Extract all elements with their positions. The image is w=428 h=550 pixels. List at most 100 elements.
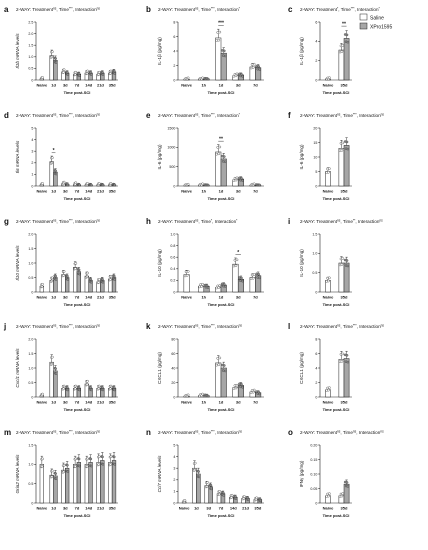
data-point: [209, 483, 213, 487]
data-point: [346, 360, 350, 364]
significance-marker: **: [219, 136, 223, 142]
bar-saline: [84, 275, 89, 293]
data-point: [241, 279, 244, 283]
y-tick-label: 5: [315, 170, 317, 174]
data-point: [222, 155, 226, 158]
anova-significance: ns: [379, 218, 383, 222]
data-point: [54, 172, 58, 176]
anova-significance: ns: [97, 323, 101, 327]
data-point: [185, 274, 189, 277]
x-tick-label: 35d: [254, 506, 261, 511]
x-axis-title: Time post-SCI: [323, 196, 350, 201]
data-point: [54, 169, 57, 173]
x-tick-label: 35d: [109, 295, 116, 300]
anova-significance: ns: [195, 323, 199, 327]
anova-significance: *: [236, 218, 238, 222]
data-point: [206, 286, 210, 289]
x-tick-label: Naive: [37, 83, 48, 88]
panel-letter: l: [288, 322, 290, 331]
y-tick-label: 5: [173, 443, 175, 447]
data-point: [235, 72, 239, 76]
data-point: [341, 352, 345, 356]
x-tick-label: Naive: [37, 295, 48, 300]
bar-saline: [96, 462, 101, 504]
y-axis-label: Gria2 mRNA levels: [15, 454, 20, 494]
data-point: [216, 146, 220, 149]
y-tick-label: 1.0: [28, 261, 33, 265]
y-tick-label: 2: [315, 59, 317, 63]
x-tick-label: 14d: [85, 295, 92, 300]
x-tick-label: Naive: [37, 506, 48, 511]
y-tick-label: 0.5: [312, 271, 317, 275]
data-point: [109, 384, 113, 388]
y-tick-label: 6: [315, 352, 317, 356]
data-point: [218, 284, 222, 287]
bar-saline: [338, 262, 345, 293]
y-axis-label: IL-1β (pg/mg): [299, 37, 304, 65]
y-tick-label: 1.0: [28, 366, 33, 370]
bar-xpro: [100, 460, 105, 504]
x-tick-label: 7d: [219, 506, 224, 511]
panel-o: o 2-WAY: Treatmentns, Timens, Interaction…: [288, 428, 384, 518]
data-point: [251, 390, 255, 394]
data-point: [109, 69, 113, 73]
y-axis-label: Il6 mRNA levels: [15, 140, 20, 173]
data-point: [230, 496, 233, 499]
data-point: [40, 465, 44, 468]
anova-significance: ***: [353, 323, 357, 327]
legend-xpro-swatch: [359, 22, 368, 30]
x-tick-label: Naive: [37, 189, 48, 194]
data-point: [340, 50, 344, 53]
data-point: [193, 468, 197, 472]
panel-letter: g: [4, 217, 9, 226]
data-point: [200, 285, 203, 288]
data-point: [97, 463, 101, 466]
data-point: [239, 279, 242, 283]
panel-letter: c: [288, 5, 293, 14]
data-point: [217, 286, 221, 289]
data-point: [41, 182, 44, 185]
x-tick-label: 7d: [75, 83, 80, 88]
data-point: [233, 258, 237, 262]
x-tick-label: 7d: [253, 295, 258, 300]
x-tick-label: Naive: [323, 295, 334, 300]
anova-significance: ns: [380, 429, 384, 433]
data-point: [62, 470, 65, 474]
x-tick-label: 7d: [75, 189, 80, 194]
anova-significance: *: [211, 218, 213, 222]
y-axis-label: IL-6 (pg/mg): [299, 144, 304, 169]
y-tick-label: 1.5: [28, 443, 33, 447]
data-point: [66, 70, 69, 74]
x-axis-title: Time post-SCI: [323, 407, 350, 412]
panel-letter: d: [4, 111, 9, 120]
x-tick-label: 21d: [97, 295, 104, 300]
data-point: [50, 55, 54, 59]
data-point: [205, 284, 209, 287]
x-tick-label: 35d: [341, 400, 348, 405]
data-point: [249, 277, 253, 280]
anova-text: 2-WAY: Treatmentns, Time***, Interaction…: [300, 112, 384, 118]
x-axis-title: Time post-SCI: [323, 90, 350, 95]
data-point: [224, 369, 227, 373]
y-tick-label: 2.0: [28, 32, 33, 36]
data-point: [345, 259, 349, 262]
y-tick-label: 0: [31, 184, 33, 188]
data-point: [224, 285, 227, 288]
x-tick-label: 3d: [236, 83, 241, 88]
data-point: [215, 363, 218, 367]
anova-term: , Time: [340, 324, 353, 329]
x-tick-label: 3d: [63, 83, 68, 88]
bar-saline: [183, 274, 190, 293]
x-tick-label: 3d: [236, 295, 241, 300]
bar-saline: [215, 151, 222, 187]
data-point: [327, 494, 330, 498]
anova-significance: *: [239, 112, 241, 116]
data-point: [201, 182, 204, 186]
anova-significance: ns: [381, 112, 385, 116]
y-tick-label: 2: [315, 381, 317, 385]
anova-term: , Time: [198, 430, 211, 435]
y-tick-label: 2: [173, 478, 175, 482]
data-point: [112, 455, 116, 459]
bar-xpro: [343, 358, 350, 398]
bar-xpro: [76, 462, 81, 504]
